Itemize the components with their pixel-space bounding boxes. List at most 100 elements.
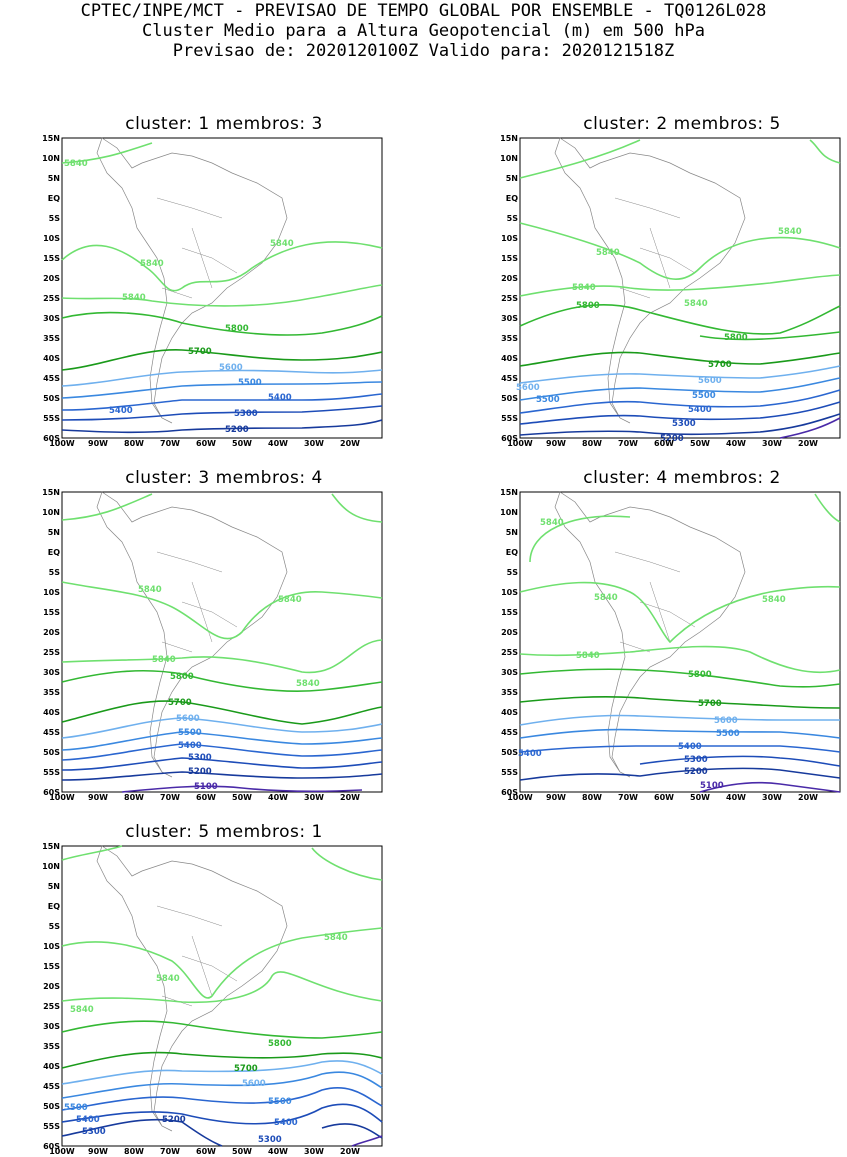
lat-tick-label: EQ bbox=[506, 548, 518, 557]
lat-axis: 15N 10N 5N EQ 5S 10S 15S 20S 25S 30S 35S 40S 45S 50S 5… bbox=[500, 488, 518, 797]
lon-tick-label: 60W bbox=[654, 793, 674, 802]
contour-label: 5840 bbox=[70, 1005, 94, 1015]
lon-tick-label: 60W bbox=[196, 1147, 216, 1156]
lon-axis: 100W 90W 80W 70W 60W 50W 40W 30W 20W bbox=[507, 439, 818, 448]
coastline bbox=[96, 137, 288, 424]
contour-label: 5800 bbox=[268, 1039, 292, 1049]
contour-label: 5200 bbox=[684, 767, 708, 777]
lat-axis: 15N 10N 5N EQ 5S 10S 15S 20S 25S 30S 35S 40S 45S 50S 5… bbox=[42, 842, 60, 1151]
lon-tick-label: 80W bbox=[582, 439, 602, 448]
contour-label: 5400 bbox=[688, 405, 712, 415]
contour-label: 5500 bbox=[268, 1097, 292, 1107]
contour-label: 5700 bbox=[168, 698, 192, 708]
lon-tick-label: 100W bbox=[49, 439, 75, 448]
contour-5840-a bbox=[529, 515, 631, 563]
lat-tick-label: 20S bbox=[501, 274, 518, 283]
contour-label: 5700 bbox=[188, 347, 212, 357]
contour-5200 bbox=[61, 771, 383, 781]
lat-tick-label: 5S bbox=[49, 568, 61, 577]
contour-5500 bbox=[61, 1071, 383, 1099]
coastline bbox=[96, 845, 288, 1132]
contour-5300 bbox=[639, 755, 841, 767]
contour-5840-c bbox=[61, 581, 383, 640]
lat-tick-label: 15S bbox=[43, 254, 60, 263]
contour-5200 bbox=[519, 413, 841, 436]
lat-tick-label: 10N bbox=[42, 154, 60, 163]
contour-label: 5700 bbox=[698, 699, 722, 709]
contour-5840-b bbox=[311, 847, 383, 881]
contour-label: 5300 bbox=[258, 1135, 282, 1145]
lat-tick-label: 30S bbox=[501, 314, 518, 323]
lat-tick-label: 55S bbox=[501, 414, 518, 423]
lat-tick-label: 35S bbox=[43, 688, 60, 697]
lat-tick-label: 15N bbox=[500, 134, 518, 143]
contour-5840-b bbox=[814, 493, 841, 523]
lat-tick-label: 10N bbox=[42, 508, 60, 517]
contour-5300 bbox=[61, 405, 383, 421]
lon-axis: 100W 90W 80W 70W 60W 50W 40W 30W 20W bbox=[49, 793, 360, 802]
lon-tick-label: 70W bbox=[160, 793, 180, 802]
lat-tick-label: EQ bbox=[48, 194, 60, 203]
lat-tick-label: 50S bbox=[43, 394, 60, 403]
contour-label: 5840 bbox=[138, 585, 162, 595]
lat-tick-label: 55S bbox=[501, 768, 518, 777]
contour-5840-c bbox=[61, 284, 383, 307]
contour-5840-c bbox=[519, 222, 841, 280]
lat-tick-label: 50S bbox=[501, 748, 518, 757]
lat-tick-label: 5N bbox=[48, 882, 60, 891]
contour-5700 bbox=[519, 351, 841, 367]
lat-tick-label: 40S bbox=[501, 354, 518, 363]
lat-tick-label: 30S bbox=[501, 668, 518, 677]
contour-label: 5800 bbox=[225, 324, 249, 334]
border-lines bbox=[156, 197, 238, 299]
lat-tick-label: 35S bbox=[501, 334, 518, 343]
panel-1-map: 5840 5840 5840 5840 5800 5700 5600 5500 … bbox=[42, 134, 383, 448]
contour-5840-b bbox=[61, 241, 383, 292]
lat-tick-label: 25S bbox=[501, 648, 518, 657]
contour-label: 5500 bbox=[692, 391, 716, 401]
contour-label: 5500 bbox=[536, 395, 560, 405]
contour-5700 bbox=[519, 695, 841, 709]
lat-tick-label: 35S bbox=[43, 1042, 60, 1051]
contour-label: 5500 bbox=[64, 1103, 88, 1113]
lon-tick-label: 60W bbox=[654, 439, 674, 448]
contour-5400 bbox=[61, 393, 383, 411]
border-lines bbox=[156, 551, 238, 653]
header-line-1: CPTEC/INPE/MCT - PREVISAO DE TEMPO GLOBA… bbox=[80, 1, 767, 21]
lat-tick-label: 10S bbox=[501, 234, 518, 243]
contour-5700 bbox=[61, 700, 383, 725]
contour-label: 5400 bbox=[109, 406, 133, 416]
contour-label: 5840 bbox=[540, 518, 564, 528]
contour-5600 bbox=[61, 369, 383, 387]
lon-tick-label: 70W bbox=[618, 793, 638, 802]
contour-5840-d bbox=[61, 971, 383, 1004]
contour-5500 bbox=[519, 728, 841, 739]
header-line-3: Previsao de: 2020120100Z Valido para: 20… bbox=[172, 41, 675, 61]
lat-tick-label: EQ bbox=[48, 548, 60, 557]
lat-tick-label: 15S bbox=[43, 608, 60, 617]
contour-5800-a bbox=[519, 304, 841, 335]
coastline bbox=[96, 491, 288, 778]
lat-axis: 15N 10N 5N EQ 5S 10S 15S 20S 25S 30S 35S 40S 45S 50S 5… bbox=[42, 134, 60, 443]
contour-label: 5840 bbox=[122, 293, 146, 303]
contour-label: 5300 bbox=[672, 419, 696, 429]
lon-tick-label: 80W bbox=[124, 793, 144, 802]
lon-tick-label: 20W bbox=[798, 793, 818, 802]
lon-tick-label: 90W bbox=[88, 793, 108, 802]
lat-tick-label: 5N bbox=[506, 528, 518, 537]
lat-tick-label: 30S bbox=[43, 1022, 60, 1031]
contour-label: 5400 bbox=[678, 742, 702, 752]
lat-tick-label: 45S bbox=[501, 374, 518, 383]
contour-label: 5300 bbox=[234, 409, 258, 419]
contour-label: 5600 bbox=[714, 716, 738, 726]
lat-tick-label: EQ bbox=[48, 902, 60, 911]
contour-5800 bbox=[61, 669, 383, 692]
lat-tick-label: 60S bbox=[501, 788, 518, 797]
lat-tick-label: 35S bbox=[43, 334, 60, 343]
contour-5500 bbox=[61, 381, 383, 399]
lon-tick-label: 50W bbox=[232, 439, 252, 448]
lat-tick-label: 40S bbox=[43, 1062, 60, 1071]
lat-axis: 15N 10N 5N EQ 5S 10S 15S 20S 25S 30S 35S 40S 45S 50S 5… bbox=[500, 134, 518, 443]
contour-5800-b bbox=[699, 331, 841, 341]
panel-5-map: 5840 5840 5840 5800 5700 5600 5500 5500 … bbox=[42, 842, 383, 1156]
